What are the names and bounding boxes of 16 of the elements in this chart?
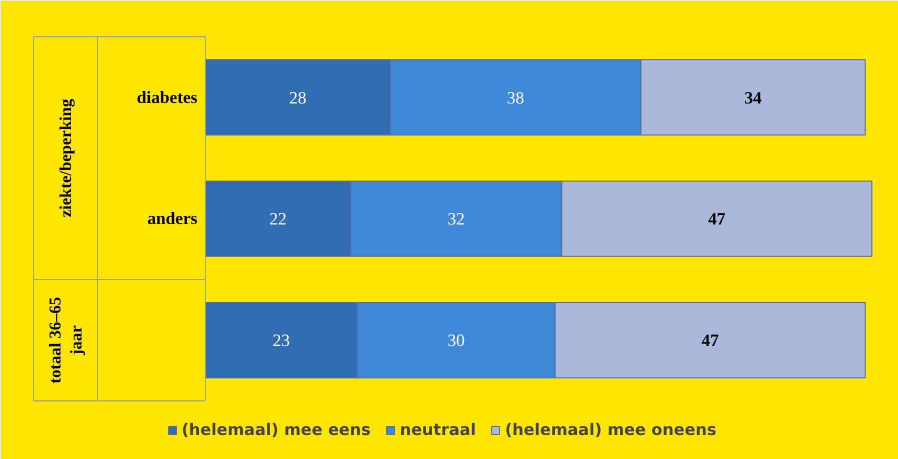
data-label: 32 — [447, 210, 465, 229]
y-tick-label: anders — [147, 209, 198, 228]
data-label: 23 — [272, 331, 290, 350]
data-label: 34 — [744, 88, 762, 108]
legend-label: (helemaal) mee oneens — [504, 420, 716, 439]
data-label: 47 — [708, 210, 726, 229]
data-label: 38 — [506, 88, 524, 108]
data-label: 28 — [289, 88, 306, 108]
y-tick-label: diabetes — [136, 88, 198, 107]
data-label: 30 — [447, 331, 465, 350]
text: ziekte/beperking — [56, 98, 75, 218]
text: totaal 36–65 jaar — [46, 296, 86, 384]
data-label: 47 — [702, 331, 720, 350]
legend-label: (helemaal) mee eens — [182, 420, 371, 439]
legend-label: neutraal — [400, 420, 476, 439]
data-label: 22 — [269, 210, 287, 229]
